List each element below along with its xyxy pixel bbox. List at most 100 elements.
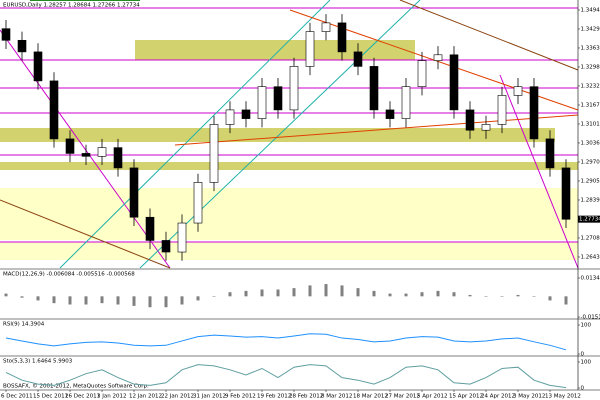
histogram-bar (228, 292, 232, 297)
x-tick-label: 3 May 2012 (513, 394, 545, 400)
trend-line (0, 199, 171, 269)
histogram-bar (436, 290, 440, 297)
candle-body (49, 80, 59, 140)
histogram-bar (132, 296, 136, 306)
footer: BOSSAFX, © 2001-2012, MetaQuotes Softwar… (3, 383, 149, 390)
x-tick-label: 3 Jan 2012 (97, 394, 126, 400)
candle-body (161, 240, 171, 253)
y-tick-label: 1.31670 (581, 102, 600, 108)
zone (0, 242, 578, 260)
drawings (0, 0, 579, 269)
x-tick-label: 5 Apr 2012 (417, 394, 448, 400)
x-tick-label: 31 Jan 2012 (193, 394, 226, 400)
current-price-label: 1.27734 (579, 217, 600, 223)
candle-body (529, 86, 539, 140)
x-tick-label: 24 Apr 2012 (481, 394, 515, 400)
histogram-bar (164, 296, 168, 308)
histogram-bar (148, 296, 152, 308)
candle-body (449, 54, 459, 111)
candle-body (257, 86, 267, 119)
histogram-bar (292, 288, 296, 297)
indicator-line (5, 333, 567, 351)
y-tick-label: 1.32980 (581, 64, 600, 70)
candle-body (177, 222, 187, 253)
histogram-bar (196, 296, 200, 301)
histogram-bar (484, 296, 488, 297)
y-tick-label: 1.34290 (581, 26, 600, 32)
y-tick-label: 1.27085 (581, 235, 600, 241)
histogram-bar (4, 293, 8, 297)
histogram-bar (260, 289, 264, 297)
histogram-bar (372, 290, 376, 297)
current-price-box (578, 215, 600, 223)
candle-body (289, 66, 299, 111)
x-tick-label: 6 Dec 2011 (1, 394, 33, 400)
x-tick-label: 18 Mar 2012 (353, 394, 388, 400)
x-tick-label: 27 Mar 2012 (385, 394, 420, 400)
histogram-bar (340, 285, 344, 297)
candle-body (209, 124, 219, 183)
x-tick-label: 26 Dec 2011 (65, 394, 100, 400)
candle-body (113, 147, 123, 169)
y-tick-label: 1.30360 (581, 140, 600, 146)
candle-body (481, 124, 491, 131)
candle-body (385, 109, 395, 119)
x-tick-label: 19 Feb 2012 (257, 394, 291, 400)
histogram-bar (20, 296, 24, 298)
histogram-bar (180, 296, 184, 305)
histogram-bar (404, 293, 408, 297)
x-tick-label: 15 Apr 2012 (449, 394, 483, 400)
candle-body (321, 22, 331, 32)
trend-line (139, 0, 421, 269)
x-tick-label: 13 May 2012 (545, 394, 581, 400)
histogram-bar (244, 290, 248, 297)
trend-line (499, 74, 579, 269)
histogram-bar (52, 296, 56, 304)
x-tick-label: 28 Feb 2012 (289, 394, 323, 400)
zone (0, 162, 578, 170)
candle-body (17, 39, 27, 53)
y-tick-label: 1.34945 (581, 7, 600, 13)
candle-body (273, 86, 283, 111)
candle-body (145, 216, 155, 241)
y-tick-label: 1.29705 (581, 159, 600, 165)
histogram-bar (468, 294, 472, 297)
y-tick-label: 1.28395 (581, 197, 600, 203)
candle-body (417, 60, 427, 88)
panel-title: Sto(5,3,3) 1.6464 5.9903 (3, 359, 73, 365)
histogram-bar (116, 296, 120, 305)
candle-body (465, 109, 475, 131)
x-tick-label: 22 Jan 2012 (161, 394, 194, 400)
histogram-bar (36, 296, 40, 301)
x-tick-label: 8 Mar 2012 (321, 394, 352, 400)
candle-body (97, 147, 107, 157)
candle-body (433, 54, 443, 61)
candle-body (513, 86, 523, 96)
y-tick-label: 1.26430 (581, 254, 600, 260)
panel-title: MACD(12,26,9) -0.006084 -0.005516 -0.000… (3, 272, 135, 278)
histogram-bar (212, 296, 216, 297)
y-tick-label: 0.01344 (581, 276, 600, 282)
histogram-bar (548, 296, 552, 301)
trend-line (0, 29, 171, 269)
y-tick-label: 1.33635 (581, 45, 600, 51)
candle-body (401, 86, 411, 119)
candle-body (497, 95, 507, 125)
y-tick-label: 100 (581, 360, 592, 366)
x-tick-label: 15 Dec 2011 (33, 394, 68, 400)
candle-body (129, 167, 139, 218)
x-tick-label: 9 Feb 2012 (225, 394, 256, 400)
panel-title: RSI(9) 14.3904 (3, 322, 45, 328)
histogram-bar (308, 285, 312, 297)
y-tick-label: 0 (581, 352, 585, 358)
zone (135, 40, 415, 60)
y-tick-label: 1.32325 (581, 83, 600, 89)
trend-line (399, 0, 579, 71)
indicator-line (5, 364, 567, 389)
histogram-bar (420, 292, 424, 297)
y-tick-label: 0 (581, 386, 585, 392)
candle-body (241, 109, 251, 119)
histogram-bar (564, 296, 568, 305)
